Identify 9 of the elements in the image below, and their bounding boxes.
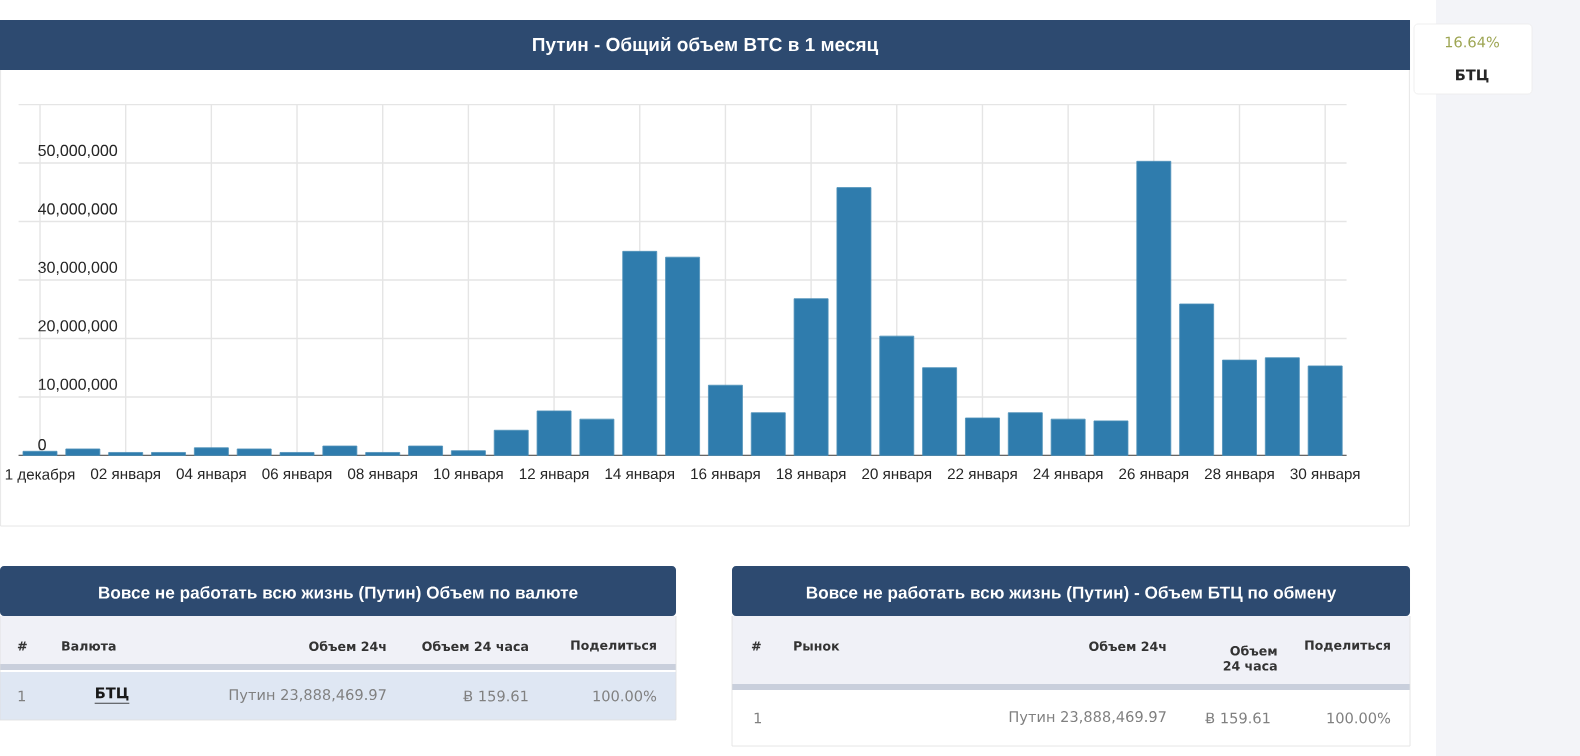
text: Вовсе не работать всю жизнь (Путин) Объем по валюте — [99, 585, 578, 603]
y-tick-label: 20,000,000 — [38, 320, 118, 334]
y-tick-label: 0 — [38, 439, 46, 451]
y-tick-label: 40,000,000 — [38, 203, 118, 217]
y-tick-label: 10,000,000 — [38, 378, 118, 392]
text: Вовсе не работать всю жизнь (Путин) - Объем БТЦ по обмену — [806, 585, 1337, 603]
y-tick-label: 30,000,000 — [38, 261, 118, 275]
chart-title: Путин - Общий объем BTC в 1 месяц — [533, 36, 879, 56]
y-tick-label: 50,000,000 — [38, 144, 118, 158]
